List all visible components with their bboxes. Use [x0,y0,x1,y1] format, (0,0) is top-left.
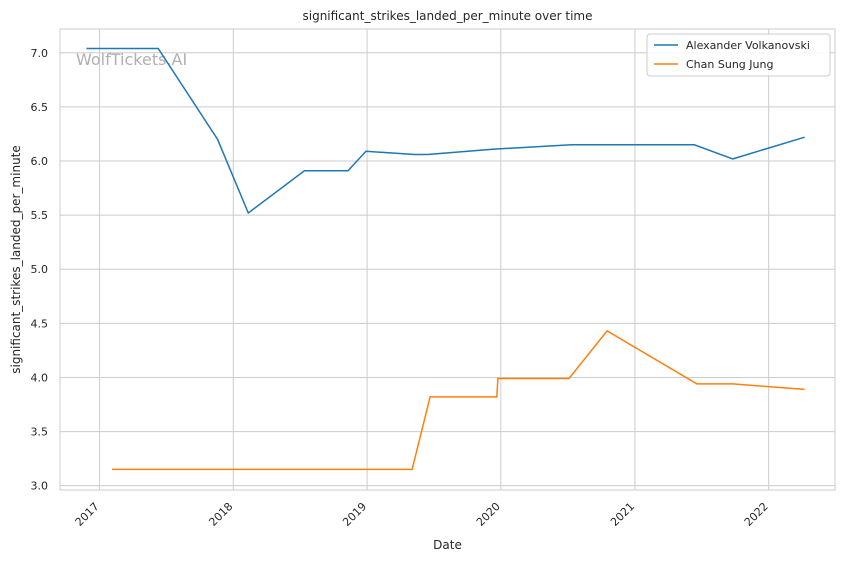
x-axis-label: Date [433,538,462,552]
legend-label: Chan Sung Jung [686,58,773,71]
watermark: WolfTickets.AI [76,50,187,69]
x-tick-label: 2021 [608,500,637,529]
plot-area [59,28,836,491]
grid [60,29,835,490]
y-tick-label: 5.5 [31,209,49,222]
x-tick-label: 2017 [73,500,102,529]
series-line-2 [112,329,805,471]
series-lines [86,47,805,471]
y-tick-label: 6.0 [31,155,49,168]
y-tick-label: 4.0 [31,371,49,384]
legend-label: Alexander Volkanovski [686,39,810,52]
y-tick-label: 3.0 [31,480,49,493]
x-tick-label: 2022 [742,500,771,529]
chart-title: significant_strikes_landed_per_minute ov… [302,9,592,23]
y-axis-label: significant_strikes_landed_per_minute [9,145,23,374]
series-line-1 [86,47,805,215]
x-tick-label: 2018 [206,500,235,529]
x-axis-ticks: 2017 2018 2019 2020 2021 2022 [73,500,771,529]
x-tick-label: 2019 [340,500,369,529]
y-tick-label: 5.0 [31,263,49,276]
y-tick-label: 3.5 [31,426,49,439]
legend: Alexander Volkanovski Chan Sung Jung [646,33,831,77]
y-tick-label: 4.5 [31,317,49,330]
y-axis-ticks: 3.0 3.5 4.0 4.5 5.0 5.5 6.0 6.5 7.0 [31,47,49,493]
legend-box [646,33,831,77]
y-tick-label: 6.5 [31,101,49,114]
x-tick-label: 2020 [474,500,503,529]
y-tick-label: 7.0 [31,47,49,60]
